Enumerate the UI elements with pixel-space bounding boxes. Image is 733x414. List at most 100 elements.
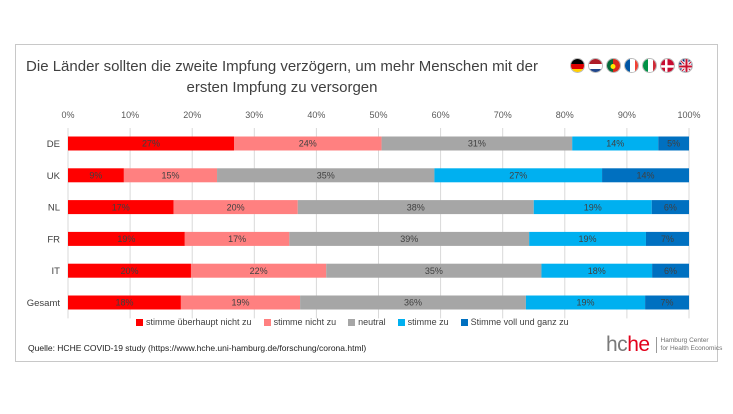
y-axis-labels: DE UK NL FR IT Gesamt <box>27 139 61 309</box>
legend-swatch <box>460 318 468 326</box>
bar-segment <box>297 200 534 215</box>
bar-segment <box>525 295 646 310</box>
bars <box>68 136 689 310</box>
logo-hc: hc <box>606 333 628 356</box>
x-tick-label: 40% <box>307 110 325 120</box>
bar-value-label: 7% <box>661 234 674 244</box>
bar-value-label: 17% <box>112 202 130 212</box>
bar-segment <box>68 295 181 310</box>
legend-item: stimme zu <box>397 317 449 327</box>
bar-value-label: 15% <box>161 171 179 181</box>
bar-segment <box>68 168 124 183</box>
bar-value-label: 6% <box>664 266 677 276</box>
bar-segment <box>572 136 659 151</box>
flag-italy-icon[interactable] <box>642 58 657 73</box>
bar-labels: 27% 24% 31% 14% 5% 9% 15% 35% 27% 14% 17% 20% 38% 19%… <box>89 139 680 308</box>
legend-item: stimme überhaupt nicht zu <box>136 317 252 327</box>
chart-title: Die Länder sollten die zweite Impfung ve… <box>22 56 542 98</box>
bar-segment <box>68 231 185 246</box>
bar-segment <box>381 136 573 151</box>
y-category-label: Gesamt <box>27 298 61 309</box>
legend-label: Stimme voll und ganz zu <box>470 317 569 327</box>
bar-segment <box>529 231 646 246</box>
bar-value-label: 19% <box>579 234 597 244</box>
logo-subtitle-line1: Hamburg Center <box>660 337 709 344</box>
bar-value-label: 31% <box>468 139 486 149</box>
bar-value-label: 36% <box>404 298 422 308</box>
bar-value-label: 19% <box>584 202 602 212</box>
x-tick-label: 60% <box>432 110 450 120</box>
bar-value-label: 27% <box>142 139 160 149</box>
gridlines <box>67 128 690 319</box>
bar-value-label: 17% <box>228 234 246 244</box>
x-tick-label: 100% <box>677 110 700 120</box>
bar-value-label: 27% <box>509 171 527 181</box>
legend-label: stimme überhaupt nicht zu <box>146 317 252 327</box>
legend-item: Stimme voll und ganz zu <box>460 317 569 327</box>
bar-segment <box>173 200 298 215</box>
bar-segment <box>289 231 530 246</box>
legend-item: neutral <box>348 317 386 327</box>
x-axis-ticks: 0% 10% 20% 30% 40% 50% 60% 70% 80% 90% 100% <box>61 110 700 120</box>
bar-value-label: 18% <box>588 266 606 276</box>
bar-value-label: 22% <box>250 266 268 276</box>
language-flags <box>570 58 693 73</box>
bar-value-label: 38% <box>407 202 425 212</box>
flag-netherlands-icon[interactable] <box>588 58 603 73</box>
bar-value-label: 18% <box>115 298 133 308</box>
bar-segment <box>602 168 689 183</box>
bar-segment <box>658 136 689 151</box>
bar-value-label: 35% <box>425 266 443 276</box>
hche-logo: hche Hamburg Center for Health Economics <box>606 333 733 357</box>
x-tick-label: 80% <box>556 110 574 120</box>
bar-segment <box>190 263 327 278</box>
legend-label: stimme zu <box>407 317 449 327</box>
bar-segment <box>68 263 191 278</box>
x-tick-label: 30% <box>245 110 263 120</box>
bar-segment <box>234 136 382 151</box>
logo-subtitle-line2: for Health Economics <box>660 345 723 352</box>
bar-value-label: 20% <box>227 202 245 212</box>
bar-segment <box>326 263 542 278</box>
bar-segment <box>217 168 435 183</box>
logo-wordmark: hche <box>606 333 650 357</box>
y-category-label: FR <box>47 234 60 245</box>
x-tick-label: 10% <box>121 110 139 120</box>
y-category-label: DE <box>47 139 60 150</box>
legend-swatch <box>348 318 356 326</box>
bar-value-label: 39% <box>400 234 418 244</box>
x-tick-label: 20% <box>183 110 201 120</box>
bar-segment <box>184 231 290 246</box>
bar-segment <box>652 263 689 278</box>
legend-swatch <box>263 318 271 326</box>
legend-label: neutral <box>358 317 386 327</box>
bar-value-label: 19% <box>231 298 249 308</box>
bar-segment <box>300 295 526 310</box>
flag-uk-icon[interactable] <box>678 58 693 73</box>
flag-portugal-icon[interactable] <box>606 58 621 73</box>
legend-label: stimme nicht zu <box>273 317 337 327</box>
y-category-label: IT <box>52 266 61 277</box>
legend-swatch <box>397 318 405 326</box>
chart-title-line1: Die Länder sollten die zweite Impfung ve… <box>26 58 538 75</box>
bar-value-label: 19% <box>117 234 135 244</box>
bar-value-label: 7% <box>661 298 674 308</box>
bar-segment <box>180 295 301 310</box>
bar-segment <box>434 168 603 183</box>
bar-value-label: 35% <box>317 171 335 181</box>
bar-value-label: 24% <box>299 139 317 149</box>
bar-value-label: 6% <box>664 202 677 212</box>
y-category-label: NL <box>48 203 60 214</box>
legend-item: stimme nicht zu <box>263 317 337 327</box>
flag-denmark-icon[interactable] <box>660 58 675 73</box>
logo-subtitle: Hamburg Center for Health Economics <box>655 337 733 353</box>
source-note: Quelle: HCHE COVID-19 study (https://www… <box>28 343 367 353</box>
chart-title-line2: ersten Impfung zu versorgen <box>186 79 378 96</box>
flag-germany-icon[interactable] <box>570 58 585 73</box>
bar-segment <box>645 295 689 310</box>
bar-value-label: 19% <box>576 298 594 308</box>
bar-value-label: 9% <box>89 171 102 181</box>
bar-segment <box>541 263 653 278</box>
flag-france-icon[interactable] <box>624 58 639 73</box>
